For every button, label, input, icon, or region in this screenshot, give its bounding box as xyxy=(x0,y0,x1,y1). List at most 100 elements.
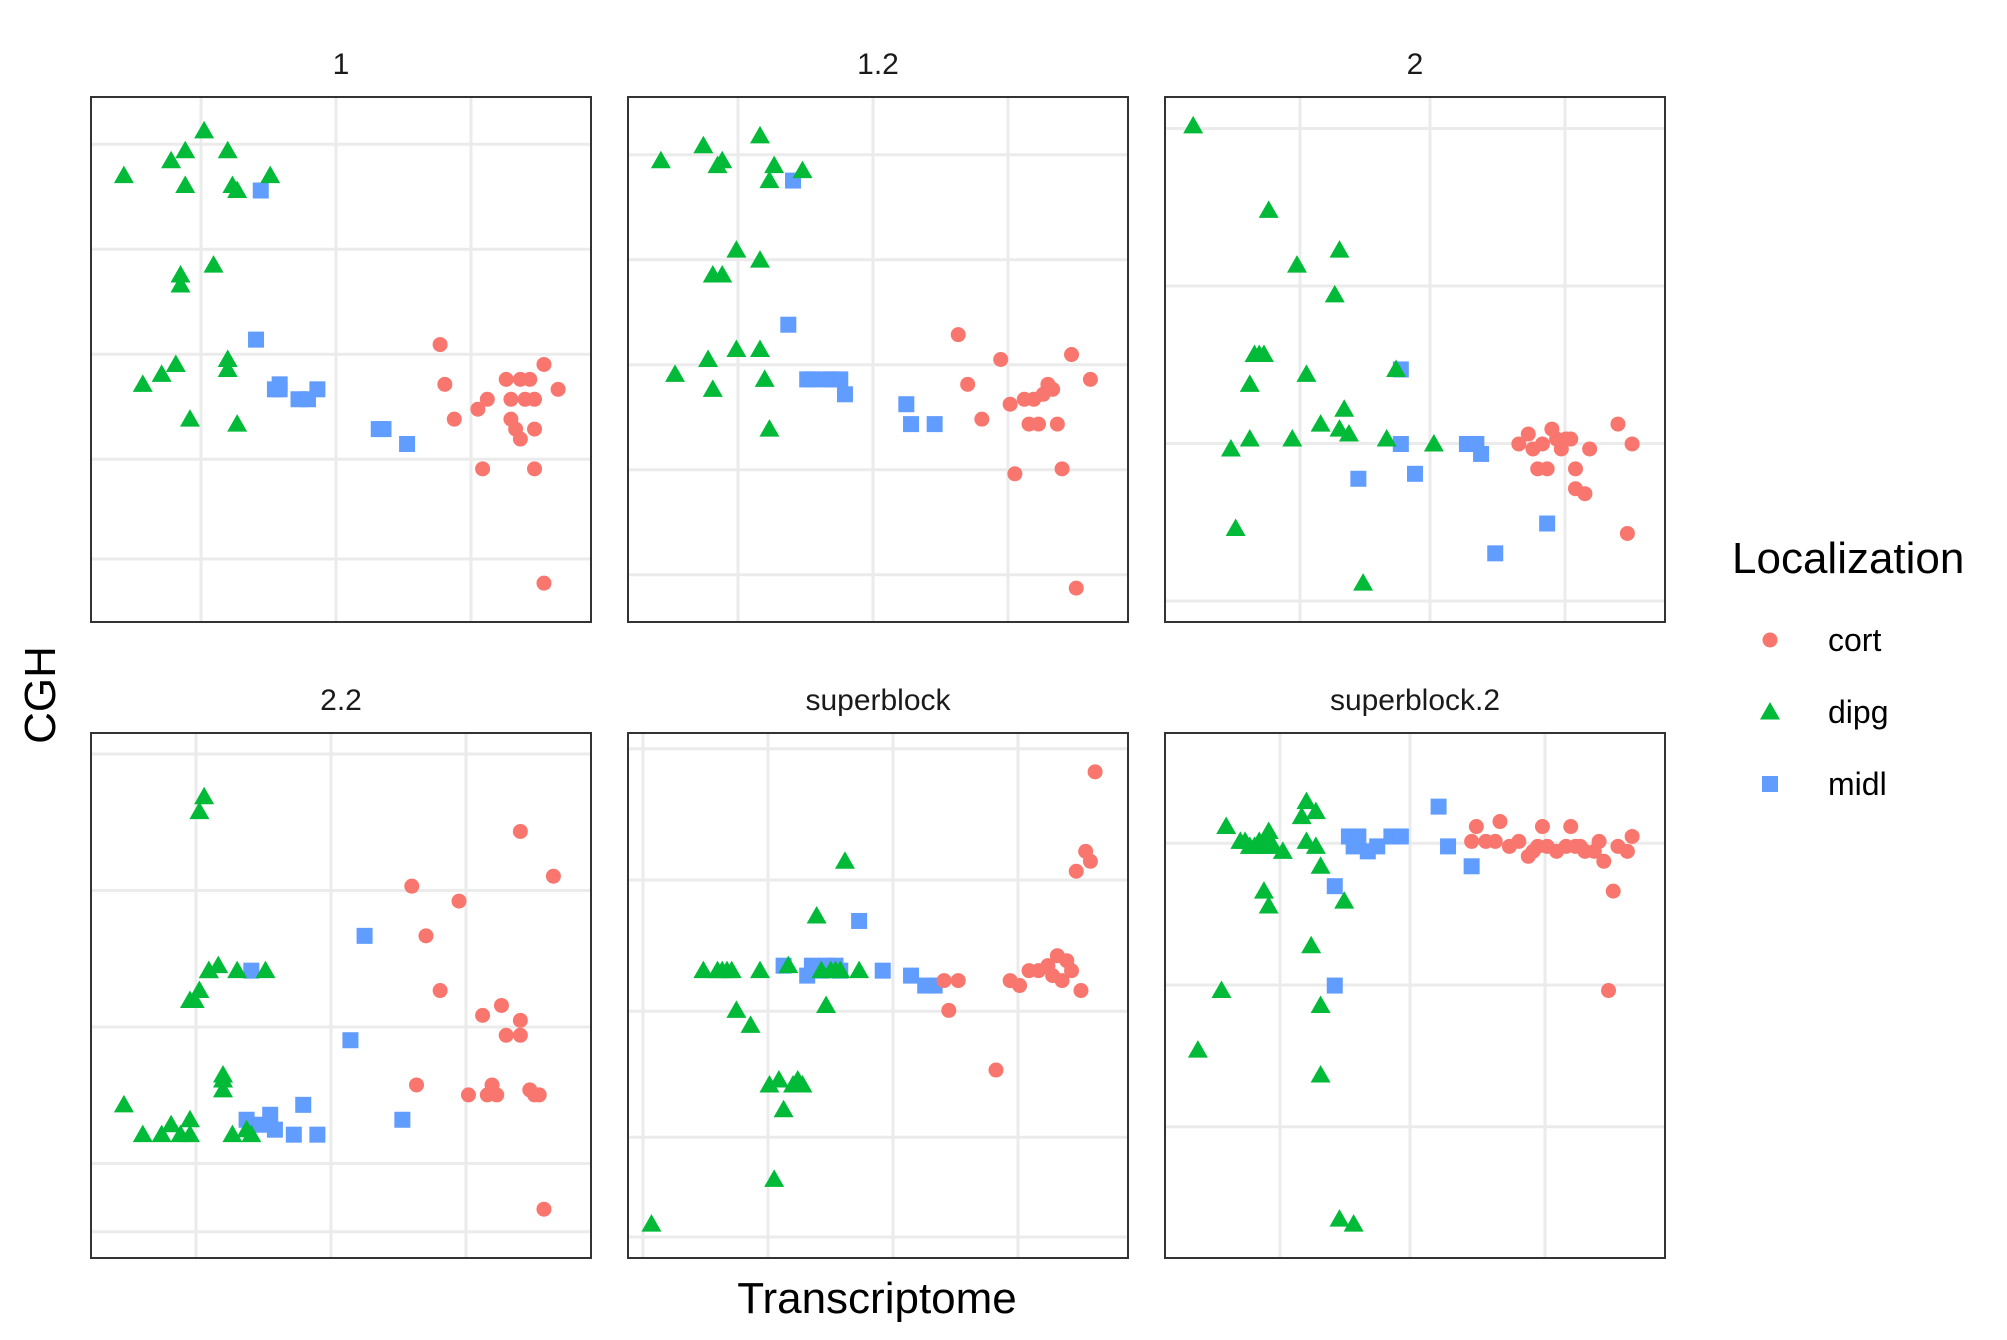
cort-point xyxy=(1082,853,1098,869)
cort-point xyxy=(522,371,538,387)
dipg-point xyxy=(1334,399,1355,417)
midl-point xyxy=(874,962,891,979)
dipg-point xyxy=(194,786,215,805)
cort-point xyxy=(1073,983,1089,999)
dipg-point xyxy=(750,125,770,144)
dipg-point xyxy=(203,255,224,273)
dipg-point xyxy=(750,250,770,268)
cort-point xyxy=(493,997,509,1013)
facet-panel-2: 2 xyxy=(1164,48,1666,623)
cort-point xyxy=(1610,416,1626,432)
cort-point xyxy=(527,391,543,407)
dipg-point xyxy=(1258,821,1279,839)
cort-point xyxy=(1030,416,1046,432)
legend-label-dipg: dipg xyxy=(1828,694,1889,730)
dipg-point xyxy=(726,339,747,358)
dipg-point xyxy=(179,409,200,427)
dipg-point xyxy=(1287,255,1307,273)
dipg-point xyxy=(1211,980,1232,999)
x-axis-title: Transcriptome xyxy=(737,1274,1017,1323)
dipg-point xyxy=(217,140,238,159)
dipg-point xyxy=(227,414,248,432)
facet-panel-superblock.2: superblock.2 xyxy=(1164,684,1666,1259)
cort-point xyxy=(536,1201,552,1217)
dipg-point xyxy=(759,1074,780,1093)
dipg-point xyxy=(217,359,238,377)
midl-point xyxy=(903,967,920,984)
dipg-point xyxy=(698,349,719,367)
cort-point xyxy=(409,1077,425,1093)
cort-point xyxy=(512,1027,528,1043)
dipg-point xyxy=(1334,891,1355,909)
dipg-point xyxy=(189,980,210,999)
dipg-point xyxy=(1216,816,1237,835)
dipg-point xyxy=(217,349,238,367)
cort-point xyxy=(988,1062,1004,1078)
cort-point xyxy=(936,973,952,989)
dipg-point xyxy=(260,165,281,184)
legend-label-midl: midl xyxy=(1828,766,1887,802)
dipg-point xyxy=(1296,791,1317,810)
dipg-point xyxy=(227,960,248,979)
dipg-point xyxy=(792,1074,813,1093)
dipg-point xyxy=(816,995,837,1013)
dipg-point xyxy=(241,1124,262,1143)
midl-point xyxy=(252,182,269,199)
facet-panels: 1 1.2 2 2.2 superblock superblock.2 xyxy=(90,48,1666,1259)
facet-title: 1.2 xyxy=(857,48,899,81)
cort-point xyxy=(451,893,467,909)
dipg-point xyxy=(175,140,196,159)
dipg-point xyxy=(132,1124,153,1143)
cort-point xyxy=(545,868,561,884)
cort-point xyxy=(531,1087,547,1103)
cort-point xyxy=(1464,833,1480,849)
midl-point xyxy=(1539,515,1556,532)
dipg-point xyxy=(1386,359,1407,377)
cort-point xyxy=(1511,833,1527,849)
midl-point xyxy=(1473,445,1490,462)
cort-point xyxy=(1520,426,1536,442)
cort-point xyxy=(1492,814,1508,830)
dipg-point xyxy=(806,905,827,924)
cort-point xyxy=(1534,436,1550,452)
midl-point xyxy=(266,1121,283,1138)
facet-title: 2.2 xyxy=(320,684,362,717)
dipg-point xyxy=(726,1000,747,1018)
dipg-point xyxy=(1239,429,1260,447)
legend-label-cort: cort xyxy=(1828,622,1881,658)
cort-point xyxy=(1511,436,1527,452)
dipg-point xyxy=(1376,429,1397,447)
cort-point xyxy=(1563,431,1579,447)
dipg-point xyxy=(693,135,714,154)
legend-title: Localization xyxy=(1732,534,1964,583)
midl-point xyxy=(375,421,392,438)
dipg-point xyxy=(665,364,686,382)
midl-point xyxy=(836,386,853,403)
midl-point xyxy=(803,371,820,388)
midl-point xyxy=(262,1106,279,1123)
dipg-point xyxy=(792,160,813,179)
cort-point xyxy=(941,1002,957,1018)
dipg-point xyxy=(189,801,210,820)
cort-point xyxy=(512,823,528,839)
dipg-point xyxy=(1272,841,1293,859)
legend-key-cort xyxy=(1762,632,1778,648)
dipg-point xyxy=(1423,433,1444,452)
cort-point xyxy=(1002,396,1018,412)
dipg-point xyxy=(179,1109,200,1128)
dipg-point xyxy=(1282,429,1303,447)
midl-point xyxy=(1463,858,1480,875)
cort-point xyxy=(550,381,566,397)
dipg-point xyxy=(778,955,799,974)
cort-point xyxy=(1054,973,1070,989)
cort-point xyxy=(1054,461,1070,477)
dipg-point xyxy=(1329,1209,1350,1227)
dipg-point xyxy=(151,1124,172,1143)
cort-point xyxy=(1068,580,1084,596)
dipg-point xyxy=(1310,856,1331,874)
cort-point xyxy=(1064,963,1080,979)
cort-point xyxy=(1591,833,1607,849)
cort-point xyxy=(512,431,528,447)
facet-title: 1 xyxy=(333,48,350,81)
cort-point xyxy=(432,337,448,353)
